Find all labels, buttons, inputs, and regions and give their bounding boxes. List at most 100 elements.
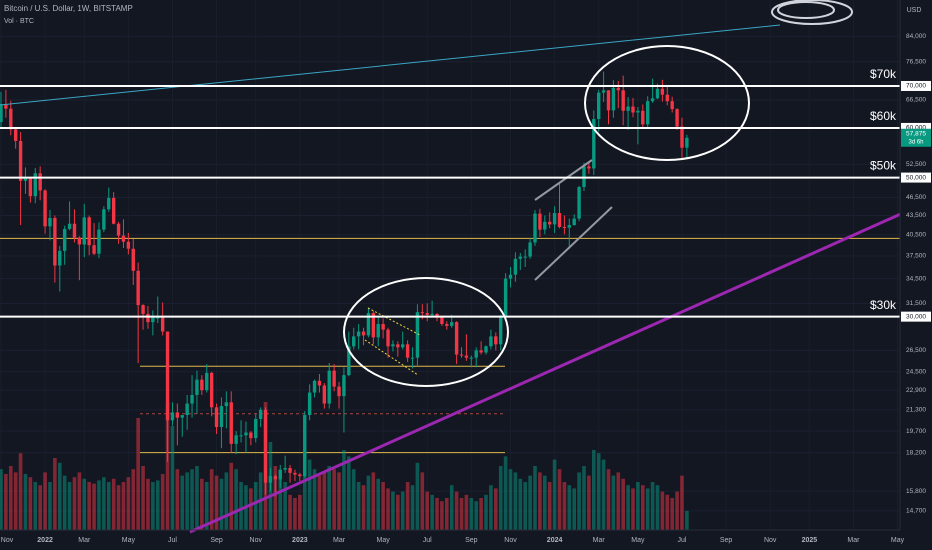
- tick-highlight: [901, 172, 931, 183]
- volume-bar: [454, 491, 459, 530]
- candle-body: [244, 432, 248, 436]
- x-tick-label: 2023: [292, 537, 308, 544]
- volume-bar: [322, 472, 327, 530]
- volume-bar: [533, 466, 537, 530]
- volume-bar: [234, 469, 238, 530]
- candle-body: [631, 106, 635, 113]
- y-tick-label: 19,700: [906, 428, 926, 435]
- volume-bar: [253, 482, 258, 530]
- candle-body: [72, 223, 77, 238]
- volume-bar: [165, 402, 170, 530]
- volume-bar: [146, 478, 150, 530]
- candle-body: [572, 218, 576, 226]
- candle-body: [249, 432, 253, 439]
- candle-body: [410, 357, 415, 359]
- candle-body: [376, 323, 380, 338]
- x-tick-label: Nov: [764, 537, 777, 544]
- tick-highlight: [901, 80, 931, 91]
- candle-body: [361, 331, 366, 336]
- y-tick-label: 26,500: [906, 347, 926, 354]
- candle-body: [288, 468, 292, 473]
- volume-bar: [513, 472, 518, 530]
- candle-body: [273, 476, 278, 480]
- y-tick-label: 43,500: [906, 212, 926, 219]
- candle-body: [38, 173, 42, 191]
- volume-bar: [43, 472, 47, 530]
- candle-body: [596, 92, 601, 120]
- candle-body: [562, 226, 567, 228]
- candle-body: [278, 469, 282, 480]
- countdown-label: 3d 6h: [908, 139, 923, 145]
- volume-bar: [547, 482, 552, 530]
- candle-body: [592, 119, 596, 169]
- volume-bar: [200, 478, 204, 530]
- candle-body: [587, 166, 591, 169]
- volume-bar: [38, 485, 42, 530]
- volume-bar: [239, 482, 243, 530]
- volume-bar: [278, 478, 283, 530]
- candle-body: [577, 186, 581, 219]
- volume-bar: [645, 488, 650, 530]
- volume-label: Vol · BTC: [4, 18, 34, 25]
- candle-body: [121, 235, 126, 242]
- candle-body: [366, 313, 371, 336]
- candle-body: [440, 317, 444, 324]
- volume-bar: [494, 488, 498, 530]
- candle-body: [307, 392, 312, 416]
- volume-bar: [557, 469, 562, 530]
- volume-bar: [680, 475, 684, 530]
- trend-line: [0, 24, 781, 106]
- volume-bar: [449, 485, 454, 530]
- candle-body: [606, 90, 611, 111]
- volume-bar: [229, 462, 234, 530]
- volume-bar: [249, 488, 253, 530]
- y-tick-label: 40,500: [906, 232, 926, 239]
- volume-bar: [572, 488, 576, 530]
- volume-bar: [18, 453, 23, 530]
- y-tick-label: 24,500: [906, 368, 926, 375]
- candle-body: [548, 221, 552, 225]
- candle-body: [4, 104, 8, 109]
- x-tick-label: Mar: [78, 537, 91, 544]
- candle-body: [557, 212, 562, 227]
- candle-body: [371, 313, 376, 338]
- y-tick-label: 31,500: [906, 300, 926, 307]
- volume-bar: [97, 480, 101, 530]
- candle-body: [0, 104, 3, 123]
- y-tick-label: 46,500: [906, 194, 926, 201]
- volume-bar: [116, 485, 121, 530]
- candle-body: [626, 106, 630, 111]
- candle-body: [151, 317, 155, 323]
- candle-body: [107, 197, 111, 210]
- candle-body: [234, 435, 238, 444]
- y-tick-label: 34,500: [906, 275, 926, 282]
- candle-body: [645, 101, 650, 125]
- candle-body: [283, 468, 287, 470]
- volume-bar: [111, 478, 116, 530]
- chart-title: Bitcoin / U.S. Dollar, 1W, BITSTAMP: [4, 4, 133, 13]
- volume-bar: [405, 482, 410, 530]
- volume-bar: [8, 466, 13, 530]
- candle-body: [254, 418, 258, 439]
- volume-bar: [327, 466, 332, 530]
- x-tick-label: Sep: [465, 537, 478, 544]
- x-tick-label: Sep: [720, 537, 733, 544]
- candle-body: [268, 476, 273, 483]
- volume-bar: [131, 469, 136, 530]
- x-tick-label: 2025: [802, 537, 818, 544]
- candle-body: [464, 355, 469, 358]
- candle-body: [111, 197, 116, 224]
- volume-bar: [459, 498, 464, 530]
- axis-labels: 84,000 76,500 70,000 66,500 60,000 52,500 50,0…: [1, 33, 931, 544]
- x-tick-label: May: [891, 537, 905, 544]
- volume-bar: [567, 485, 572, 530]
- candle-body: [489, 336, 493, 347]
- x-tick-label: May: [631, 537, 645, 544]
- volume-bar: [371, 472, 376, 530]
- candle-body: [48, 218, 52, 227]
- candle-body: [352, 336, 356, 347]
- candle-body: [420, 312, 425, 314]
- x-tick-label: Jul: [423, 537, 432, 544]
- candle-body: [131, 248, 135, 271]
- volume-bar: [136, 418, 140, 530]
